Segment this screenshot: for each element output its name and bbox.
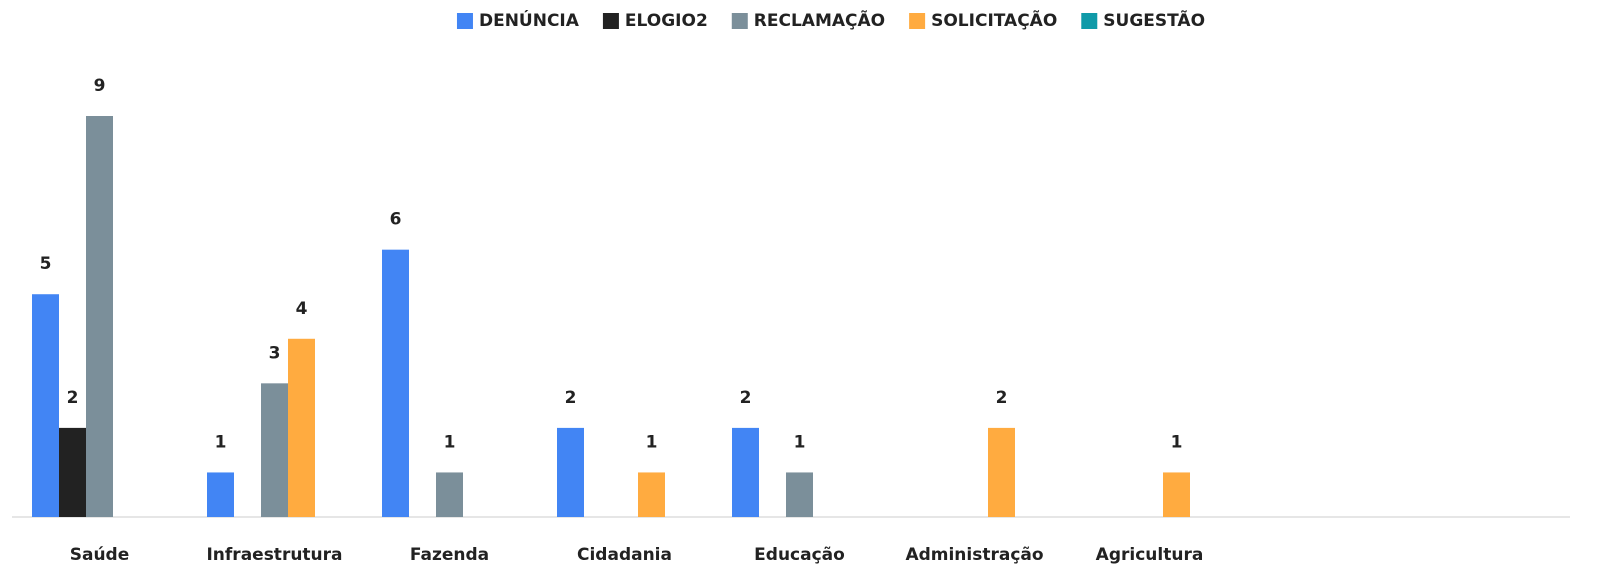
bar xyxy=(732,427,759,517)
data-label: 2 xyxy=(67,388,79,408)
bar xyxy=(786,472,813,517)
legend-swatch xyxy=(456,13,473,29)
x-tick-label: Agricultura xyxy=(1096,545,1204,565)
x-tick-label: Saúde xyxy=(70,545,130,565)
data-label: 3 xyxy=(269,343,281,363)
data-label: 1 xyxy=(1171,432,1183,452)
data-label: 9 xyxy=(94,76,106,96)
bar xyxy=(382,249,409,517)
data-label: 2 xyxy=(565,388,577,408)
data-label: 1 xyxy=(646,432,658,452)
data-label: 1 xyxy=(444,432,456,452)
bar xyxy=(86,116,113,517)
legend-swatch xyxy=(1081,13,1098,29)
bar xyxy=(638,472,665,517)
bar xyxy=(59,427,86,517)
data-label: 2 xyxy=(996,388,1008,408)
legend-label: DENÚNCIA xyxy=(479,9,580,31)
legend-label: SOLICITAÇÃO xyxy=(931,8,1057,31)
bar xyxy=(288,338,315,517)
legend-label: ELOGIO2 xyxy=(625,11,708,31)
data-label: 1 xyxy=(794,432,806,452)
data-label: 2 xyxy=(740,388,752,408)
x-tick-label: Infraestrutura xyxy=(206,545,342,565)
data-label: 6 xyxy=(390,210,402,230)
bar xyxy=(557,427,584,517)
data-label: 5 xyxy=(40,254,52,274)
legend-swatch xyxy=(602,13,619,29)
x-tick-label: Educação xyxy=(754,545,845,565)
x-tick-label: Fazenda xyxy=(410,545,489,565)
legend-swatch xyxy=(909,13,926,29)
legend-label: SUGESTÃO xyxy=(1103,8,1205,31)
bar xyxy=(1163,472,1190,517)
bar xyxy=(988,427,1015,517)
x-tick-label: Administração xyxy=(905,545,1043,565)
bar xyxy=(261,383,288,517)
bar xyxy=(32,294,59,517)
data-label: 4 xyxy=(296,299,308,319)
legend-label: RECLAMAÇÃO xyxy=(754,8,885,31)
bar xyxy=(207,472,234,517)
bar xyxy=(436,472,463,517)
data-label: 1 xyxy=(215,432,227,452)
legend-swatch xyxy=(731,13,748,29)
x-tick-label: Cidadania xyxy=(577,545,672,565)
